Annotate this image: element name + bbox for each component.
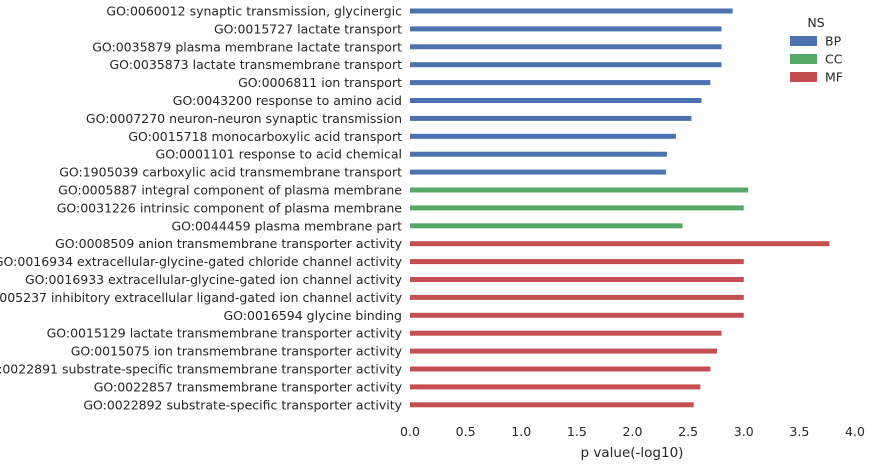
category-label-go-0035879: GO:0035879 plasma membrane lactate trans… bbox=[92, 39, 402, 54]
x-tick-label: 2.5 bbox=[678, 424, 698, 439]
x-tick-label: 3.0 bbox=[734, 424, 754, 439]
category-label-go-0016933: GO:0016933 extracellular-glycine-gated i… bbox=[25, 272, 403, 287]
category-label-go-0016594: GO:0016594 glycine binding bbox=[224, 308, 403, 323]
x-tick-label: 0.0 bbox=[400, 424, 420, 439]
x-tick-label: 1.0 bbox=[511, 424, 531, 439]
bar-go-0007270 bbox=[410, 115, 692, 121]
bar-go-0016934 bbox=[410, 259, 744, 265]
x-axis-label: p value(-log10) bbox=[581, 445, 684, 461]
legend-label-bp: BP bbox=[825, 34, 842, 49]
bar-go-0035879 bbox=[410, 44, 722, 50]
bar-go-0015727 bbox=[410, 26, 722, 32]
legend-items: BP CC MF bbox=[790, 34, 843, 85]
category-label-go-0060012: GO:0060012 synaptic transmission, glycin… bbox=[106, 4, 402, 19]
bar-go-0006811 bbox=[410, 80, 711, 86]
category-label-go-0043200: GO:0043200 response to amino acid bbox=[173, 93, 402, 108]
category-label-go-0015727: GO:0015727 lactate transport bbox=[214, 21, 402, 36]
x-axis-ticks: 0.0 0.5 1.0 1.5 2.0 2.5 3.0 3.5 4.0 bbox=[400, 424, 865, 439]
legend-label-cc: CC bbox=[825, 52, 843, 67]
category-labels: GO:0060012 synaptic transmission, glycin… bbox=[0, 4, 403, 413]
category-label-go-0006811: GO:0006811 ion transport bbox=[238, 75, 402, 90]
category-label-go-0015718: GO:0015718 monocarboxylic acid transport bbox=[128, 129, 402, 144]
category-label-go-0008509: GO:0008509 anion transmembrane transport… bbox=[55, 236, 402, 251]
bar-go-0005237 bbox=[410, 294, 744, 300]
category-label-go-0001101: GO:0001101 response to acid chemical bbox=[156, 147, 402, 162]
x-tick-label: 1.5 bbox=[567, 424, 587, 439]
bar-go-0043200 bbox=[410, 98, 702, 103]
bar-go-0035873 bbox=[410, 62, 722, 68]
x-tick-label: 2.0 bbox=[623, 424, 643, 439]
category-label-go-0007270: GO:0007270 neuron-neuron synaptic transm… bbox=[86, 111, 402, 126]
bars-layer bbox=[410, 8, 830, 408]
category-label-go-0022892: GO:0022892 substrate-specific transporte… bbox=[83, 397, 402, 412]
bar-go-0008509 bbox=[410, 241, 830, 247]
legend: NS BP CC MF bbox=[790, 15, 843, 85]
bar-go-0044459 bbox=[410, 223, 683, 229]
legend-swatch-cc bbox=[790, 54, 817, 64]
legend-swatch-bp bbox=[790, 36, 817, 46]
category-label-go-0031226: GO:0031226 intrinsic component of plasma… bbox=[57, 200, 403, 215]
bar-go-0016594 bbox=[410, 312, 744, 318]
bar-go-0022857 bbox=[410, 384, 701, 390]
x-tick-label: 0.5 bbox=[456, 424, 476, 439]
bar-go-0015129 bbox=[410, 330, 722, 336]
bar-go-0031226 bbox=[410, 205, 744, 211]
legend-swatch-mf bbox=[790, 72, 817, 82]
category-label-go-0005237: GO:0005237 inhibitory extracellular liga… bbox=[0, 290, 403, 305]
bar-go-0022892 bbox=[410, 402, 694, 408]
x-tick-label: 4.0 bbox=[845, 424, 865, 439]
category-label-go-0022857: GO:0022857 transmembrane transporter act… bbox=[94, 379, 403, 394]
bar-go-0005887 bbox=[410, 187, 749, 193]
category-label-go-0022891: GO:0022891 substrate-specific transmembr… bbox=[0, 362, 403, 377]
category-label-go-0005887: GO:0005887 integral component of plasma … bbox=[58, 183, 402, 198]
bar-go-1905039 bbox=[410, 169, 666, 175]
category-label-go-0015075: GO:0015075 ion transmembrane transporter… bbox=[71, 344, 403, 359]
category-label-go-0035873: GO:0035873 lactate transmembrane transpo… bbox=[109, 57, 402, 72]
bar-go-0015075 bbox=[410, 348, 718, 354]
category-label-go-1905039: GO:1905039 carboxylic acid transmembrane… bbox=[59, 165, 402, 180]
category-label-go-0044459: GO:0044459 plasma membrane part bbox=[171, 218, 402, 233]
legend-title: NS bbox=[807, 15, 824, 30]
legend-label-mf: MF bbox=[825, 70, 843, 85]
bar-go-0022891 bbox=[410, 366, 711, 372]
bar-go-0001101 bbox=[410, 151, 667, 157]
bar-go-0060012 bbox=[410, 8, 733, 14]
x-tick-label: 3.5 bbox=[789, 424, 809, 439]
category-label-go-0016934: GO:0016934 extracellular-glycine-gated c… bbox=[0, 254, 403, 269]
bar-go-0016933 bbox=[410, 277, 744, 282]
bar-go-0015718 bbox=[410, 133, 676, 139]
category-label-go-0015129: GO:0015129 lactate transmembrane transpo… bbox=[47, 326, 403, 341]
